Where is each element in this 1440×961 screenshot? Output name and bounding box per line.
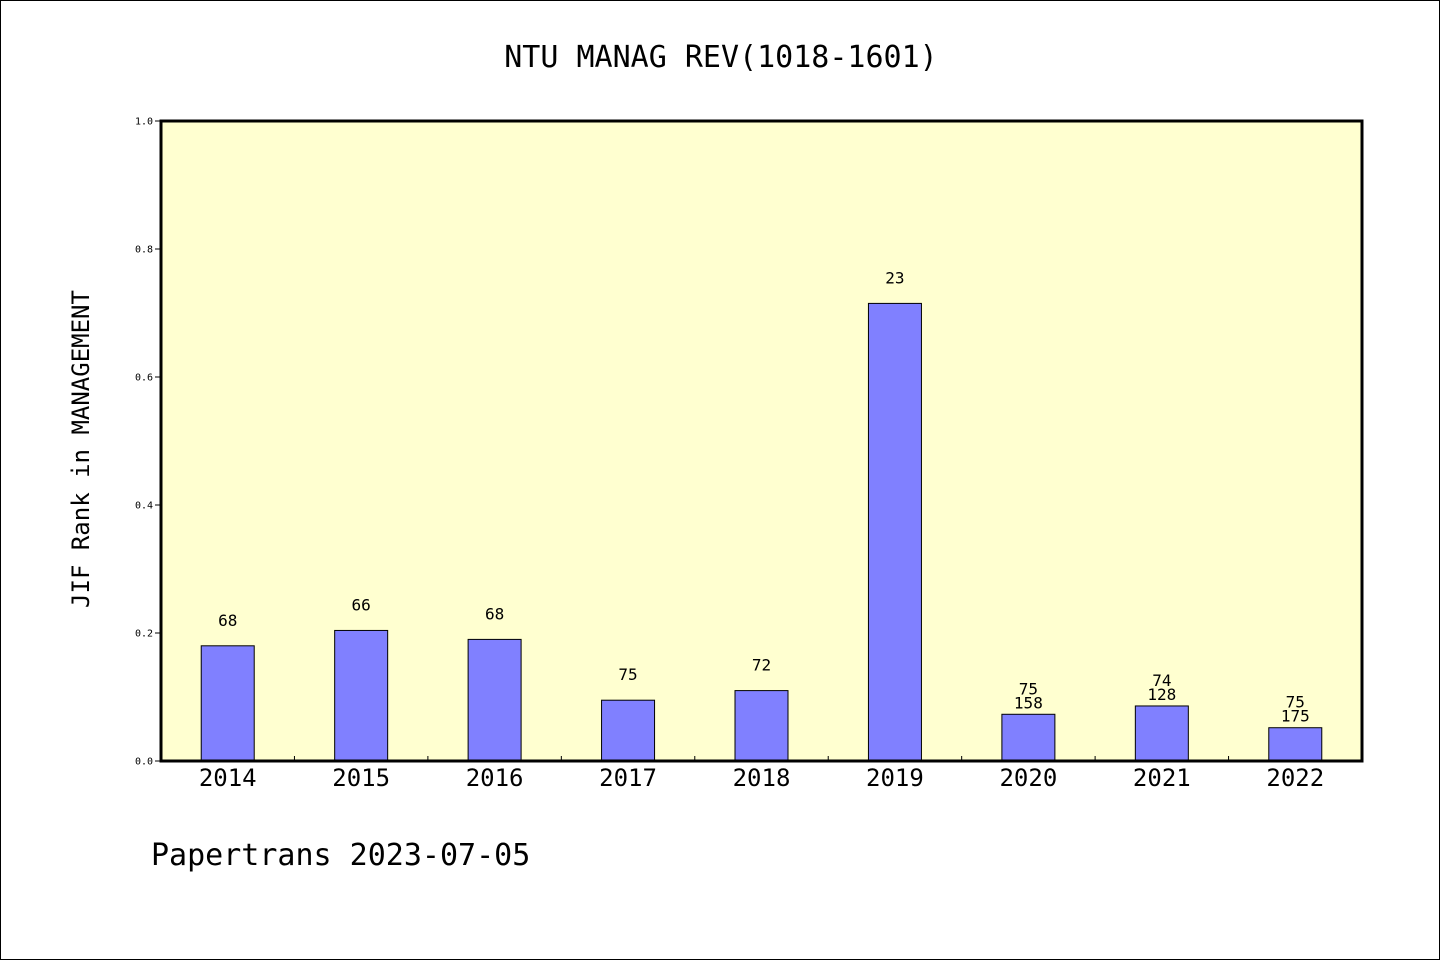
y-tick-label: 0.8: [135, 245, 153, 256]
total-label: 158: [1014, 693, 1043, 712]
bar-2015: [334, 629, 389, 762]
rank-label: 75: [618, 665, 637, 684]
x-tick-label: 2018: [733, 764, 791, 792]
rank-label: 75: [1286, 693, 1305, 712]
y-tick-label: 0.6: [135, 373, 153, 384]
rank-label: 68: [218, 611, 237, 630]
bar-2018: [734, 690, 789, 762]
x-tick-label: 2017: [599, 764, 657, 792]
rank-label: 23: [885, 268, 904, 287]
x-tick-label: 2014: [199, 764, 257, 792]
footer-credit: Papertrans 2023-07-05: [151, 838, 530, 873]
rank-label: 66: [352, 595, 371, 614]
x-tick-label: 2015: [332, 764, 390, 792]
plot-border: [159, 119, 1364, 763]
bar-2017: [601, 699, 656, 762]
y-axis: 0.0 0.2 0.4 0.6 0.8 1.0: [135, 117, 161, 768]
x-tick-label: 2019: [866, 764, 924, 792]
y-tick-label: 0.0: [135, 757, 153, 768]
y-tick-label: 1.0: [135, 117, 153, 128]
bar-2021: [1134, 705, 1189, 762]
rank-label: 68: [485, 604, 504, 623]
bar-series: [200, 302, 1323, 762]
bar-2014: [200, 645, 255, 762]
x-axis: 2014 2015 2016 2017 2018 2019 2020 2021 2022: [199, 756, 1324, 792]
y-tick-label: 0.2: [135, 629, 153, 640]
x-tick-label: 2016: [466, 764, 524, 792]
bar-2020: [1001, 713, 1056, 762]
total-label: 175: [1281, 707, 1310, 726]
chart-title: NTU MANAG REV(1018-1601): [504, 40, 937, 75]
bar-2016: [467, 638, 522, 762]
total-label: 128: [1147, 685, 1176, 704]
x-tick-label: 2021: [1133, 764, 1191, 792]
x-tick-label: 2022: [1266, 764, 1324, 792]
x-tick-label: 2020: [999, 764, 1057, 792]
bar-2022: [1268, 727, 1323, 762]
rank-label: 75: [1019, 679, 1038, 698]
rank-label: 74: [1152, 671, 1171, 690]
y-tick-label: 0.4: [135, 501, 153, 512]
bar-2019: [867, 302, 922, 762]
y-axis-label: JIF Rank in MANAGEMENT: [67, 290, 95, 608]
rank-label: 72: [752, 656, 771, 675]
